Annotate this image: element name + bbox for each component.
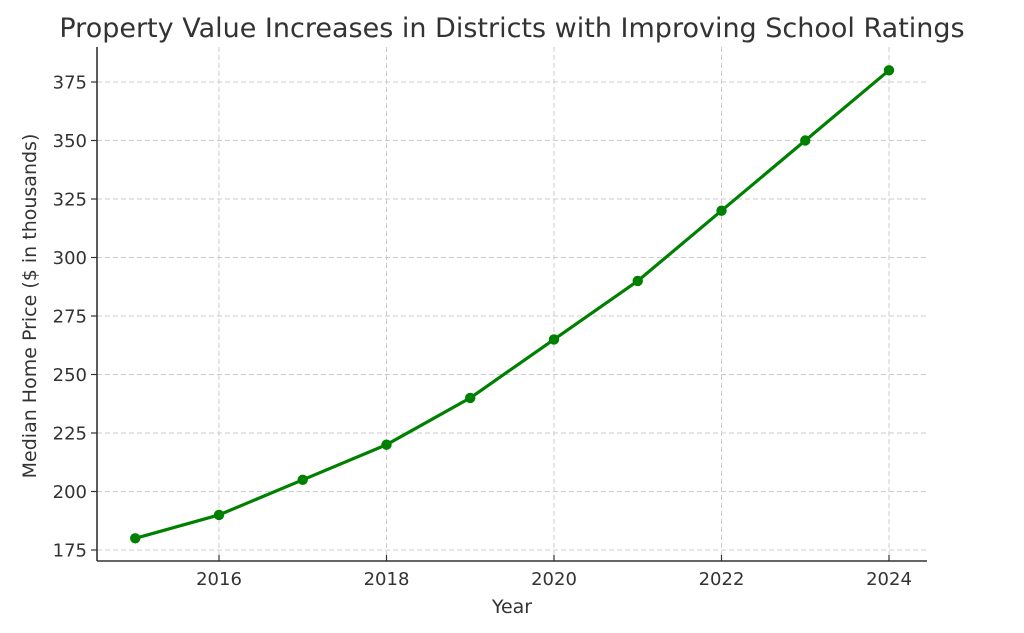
data-point-marker	[381, 439, 392, 450]
data-point-marker	[213, 509, 225, 521]
y-tick-label: 350	[53, 131, 87, 152]
x-tick-label: 2020	[531, 569, 577, 590]
y-axis-label: Median Home Price ($ in thousands)	[19, 134, 41, 479]
data-point-marker	[800, 135, 811, 146]
y-tick-label: 375	[53, 73, 87, 94]
y-tick-label: 325	[53, 190, 87, 211]
data-series	[130, 65, 895, 544]
y-tick-label: 175	[53, 541, 87, 562]
data-point-marker	[716, 205, 727, 216]
x-axis-label: Year	[491, 596, 532, 618]
y-tick-label: 300	[53, 248, 87, 269]
data-point-marker	[883, 65, 895, 76]
data-point-marker	[465, 392, 476, 404]
axes	[96, 47, 927, 562]
grid-lines	[97, 47, 927, 561]
x-axis-ticks: 2016 2018 2020 2022 2024	[196, 555, 912, 590]
y-tick-label: 250	[53, 365, 87, 386]
x-tick-label: 2024	[866, 569, 912, 590]
chart-title: Property Value Increases in Districts wi…	[59, 13, 964, 44]
y-tick-label: 225	[53, 424, 87, 445]
y-tick-label: 275	[53, 307, 87, 328]
data-point-marker	[548, 334, 560, 345]
x-tick-label: 2018	[364, 569, 410, 590]
data-point-marker	[130, 533, 141, 544]
y-tick-label: 200	[53, 482, 87, 503]
series-line	[133, 68, 891, 540]
y-axis-ticks: 175 200 225 250 275 300 325 350 375	[53, 73, 97, 562]
x-tick-label: 2022	[699, 569, 745, 590]
data-point-marker	[632, 275, 643, 287]
data-point-marker	[297, 474, 308, 485]
x-tick-label: 2016	[196, 569, 242, 590]
